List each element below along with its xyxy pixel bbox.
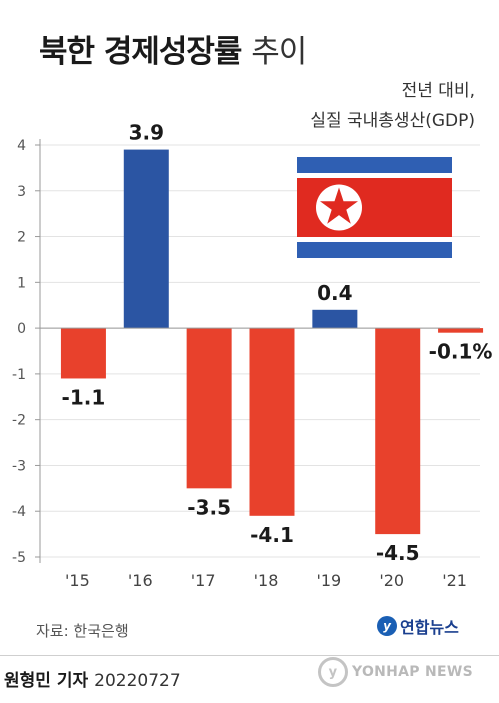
x-tick-label: '21 <box>442 571 467 590</box>
chart-subtitle: 전년 대비, 실질 국내총생산(GDP) <box>310 76 475 136</box>
bar <box>249 328 295 516</box>
x-tick-label: '19 <box>316 571 341 590</box>
value-labels: -1.1 3.9 -3.5 -4.1 0.4 -4.5 -0.1% <box>62 121 493 566</box>
flag-top-stripe <box>297 157 452 173</box>
y-tick-label: -5 <box>12 550 26 566</box>
axes <box>35 139 480 563</box>
chart-title: 북한 경제성장률 추이 <box>39 26 307 71</box>
value-label: 3.9 <box>129 121 164 145</box>
value-label: -1.1 <box>62 385 106 409</box>
value-label: 0.4 <box>317 281 352 305</box>
watermark-text: YONHAP NEWS <box>352 664 474 680</box>
source-note: 자료: 한국은행 <box>36 622 129 640</box>
north-korea-flag-icon <box>297 157 452 258</box>
y-tick-labels: 4 3 2 1 0 -1 -2 -3 -4 -5 <box>12 138 26 566</box>
watermark: y YONHAP NEWS <box>318 657 473 687</box>
yonhap-logo-icon: y <box>377 616 397 636</box>
value-label: -4.1 <box>250 523 294 547</box>
y-tick-label: -4 <box>12 504 26 520</box>
y-tick-label: 1 <box>17 275 26 291</box>
x-tick-label: '15 <box>65 571 90 590</box>
y-tick-label: 3 <box>17 184 26 200</box>
title-light: 추이 <box>251 34 307 70</box>
y-tick-label: 0 <box>17 321 26 337</box>
bar <box>123 149 169 329</box>
value-label: -3.5 <box>187 495 231 519</box>
bar <box>60 328 106 379</box>
byline: 원형민 기자 20220727 <box>4 666 181 691</box>
y-tick-label: -3 <box>12 458 26 474</box>
reporter-name: 원형민 기자 <box>4 671 89 691</box>
title-bold: 북한 경제성장률 <box>39 34 242 70</box>
value-label: -4.5 <box>376 541 420 565</box>
x-tick-labels: '15 '16 '17 '18 '19 '20 '21 <box>65 571 467 590</box>
x-tick-label: '18 <box>254 571 279 590</box>
bar <box>312 309 358 329</box>
publish-date: 20220727 <box>94 671 181 691</box>
x-tick-label: '20 <box>379 571 404 590</box>
subtitle-line1: 전년 대비, <box>401 81 475 101</box>
flag-bottom-stripe <box>297 242 452 258</box>
flag-star-icon <box>320 187 358 224</box>
bar <box>438 328 484 333</box>
y-tick-label: 2 <box>17 230 26 246</box>
bars <box>60 149 484 535</box>
x-tick-label: '16 <box>128 571 153 590</box>
yonhap-logo-text: 연합뉴스 <box>400 618 459 637</box>
x-tick-label: '17 <box>191 571 216 590</box>
value-label: -0.1% <box>429 340 493 364</box>
y-tick-label: -2 <box>12 413 26 429</box>
subtitle-line2: 실질 국내총생산(GDP) <box>310 111 475 131</box>
watermark-logo-icon: y <box>318 657 348 687</box>
bar <box>375 328 421 535</box>
y-tick-label: 4 <box>17 138 26 154</box>
footer-divider <box>0 655 499 656</box>
bar-chart: 4 3 2 1 0 -1 -2 -3 -4 -5 -1.1 3.9 -3.5 -4.1 0.4 -4.5 -0… <box>12 121 493 590</box>
yonhap-logo: y 연합뉴스 <box>377 614 459 638</box>
y-tick-label: -1 <box>12 367 26 383</box>
bar <box>186 328 232 489</box>
